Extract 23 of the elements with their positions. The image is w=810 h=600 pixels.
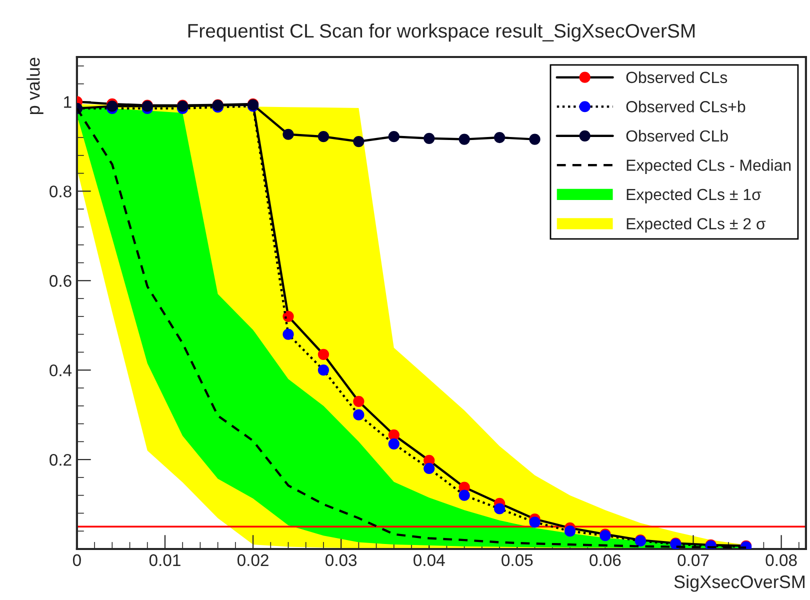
y-tick-label: 0.2 [50, 454, 72, 466]
x-axis-title: SigXsecOverSM [674, 574, 804, 592]
chart-title: Frequentist CL Scan for workspace result_SigXsecOverSM [188, 23, 695, 42]
y-tick-label: 0.6 [50, 275, 72, 287]
x-tick-label: 0.06 [590, 554, 621, 566]
y-tick-label: 0.4 [50, 364, 72, 376]
legend-label: Expected CLs - Median [626, 159, 791, 174]
legend-label: Expected CLs ± 2 σ [626, 218, 766, 233]
legend-label: Observed CLs+b [626, 100, 746, 112]
x-tick-label: 0.02 [237, 554, 268, 566]
y-tick-label: 1 [64, 96, 72, 108]
legend-label: Expected CLs ± 1σ [626, 188, 762, 204]
x-tick-label: 0 [72, 554, 81, 566]
x-tick-label: 0.05 [502, 554, 533, 566]
x-tick-label: 0.03 [326, 554, 357, 566]
x-tick-label: 0.08 [766, 554, 797, 566]
y-tick-label: 0.8 [50, 186, 72, 198]
x-tick-label: 0.04 [414, 554, 445, 566]
x-tick-label: 0.07 [678, 554, 709, 566]
legend-label: Observed CLb [626, 130, 728, 142]
y-axis-title: p value [26, 58, 44, 114]
legend-label: Observed CLs [626, 71, 728, 84]
x-tick-label: 0.01 [149, 554, 180, 566]
